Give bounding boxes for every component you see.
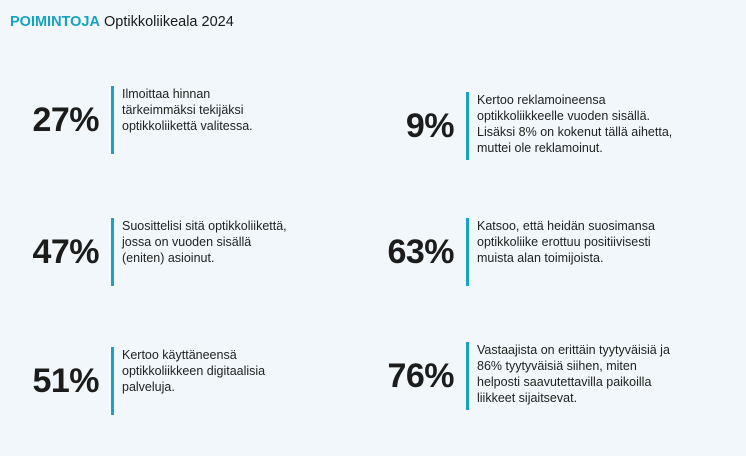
title-tag: POIMINTOJA [10,14,100,30]
page-title: POIMINTOJA Optikkoliikeala 2024 [10,14,234,30]
stat-percent: 47% [32,232,99,271]
stat-percent: 63% [387,232,454,271]
accent-bar [466,92,469,160]
accent-bar [466,342,469,410]
stat-description: Kertoo käyttäneensä optikkoliikkeen digi… [122,348,266,394]
stat-description: Suosittelisi sitä optikkoliikettä, jossa… [122,219,287,265]
stat-description: Ilmoittaa hinnan tärkeimmäksi tekijäksi … [122,87,253,133]
accent-bar [111,86,114,154]
stat-description: Kertoo reklamoineensa optikkoliikkeelle … [477,93,673,155]
title-text: Optikkoliikeala 2024 [104,14,234,30]
accent-bar [111,218,114,286]
accent-bar [111,347,114,415]
stat-description: Vastaajista on erittäin tyytyväisiä ja 8… [477,343,670,405]
stat-percent: 9% [405,106,455,145]
stat-description: Katsoo, että heidän suosimansa optikkoli… [477,219,655,265]
stat-percent: 51% [32,361,99,400]
stat-percent: 27% [32,100,99,139]
accent-bar [466,218,469,286]
stat-percent: 76% [387,356,454,395]
